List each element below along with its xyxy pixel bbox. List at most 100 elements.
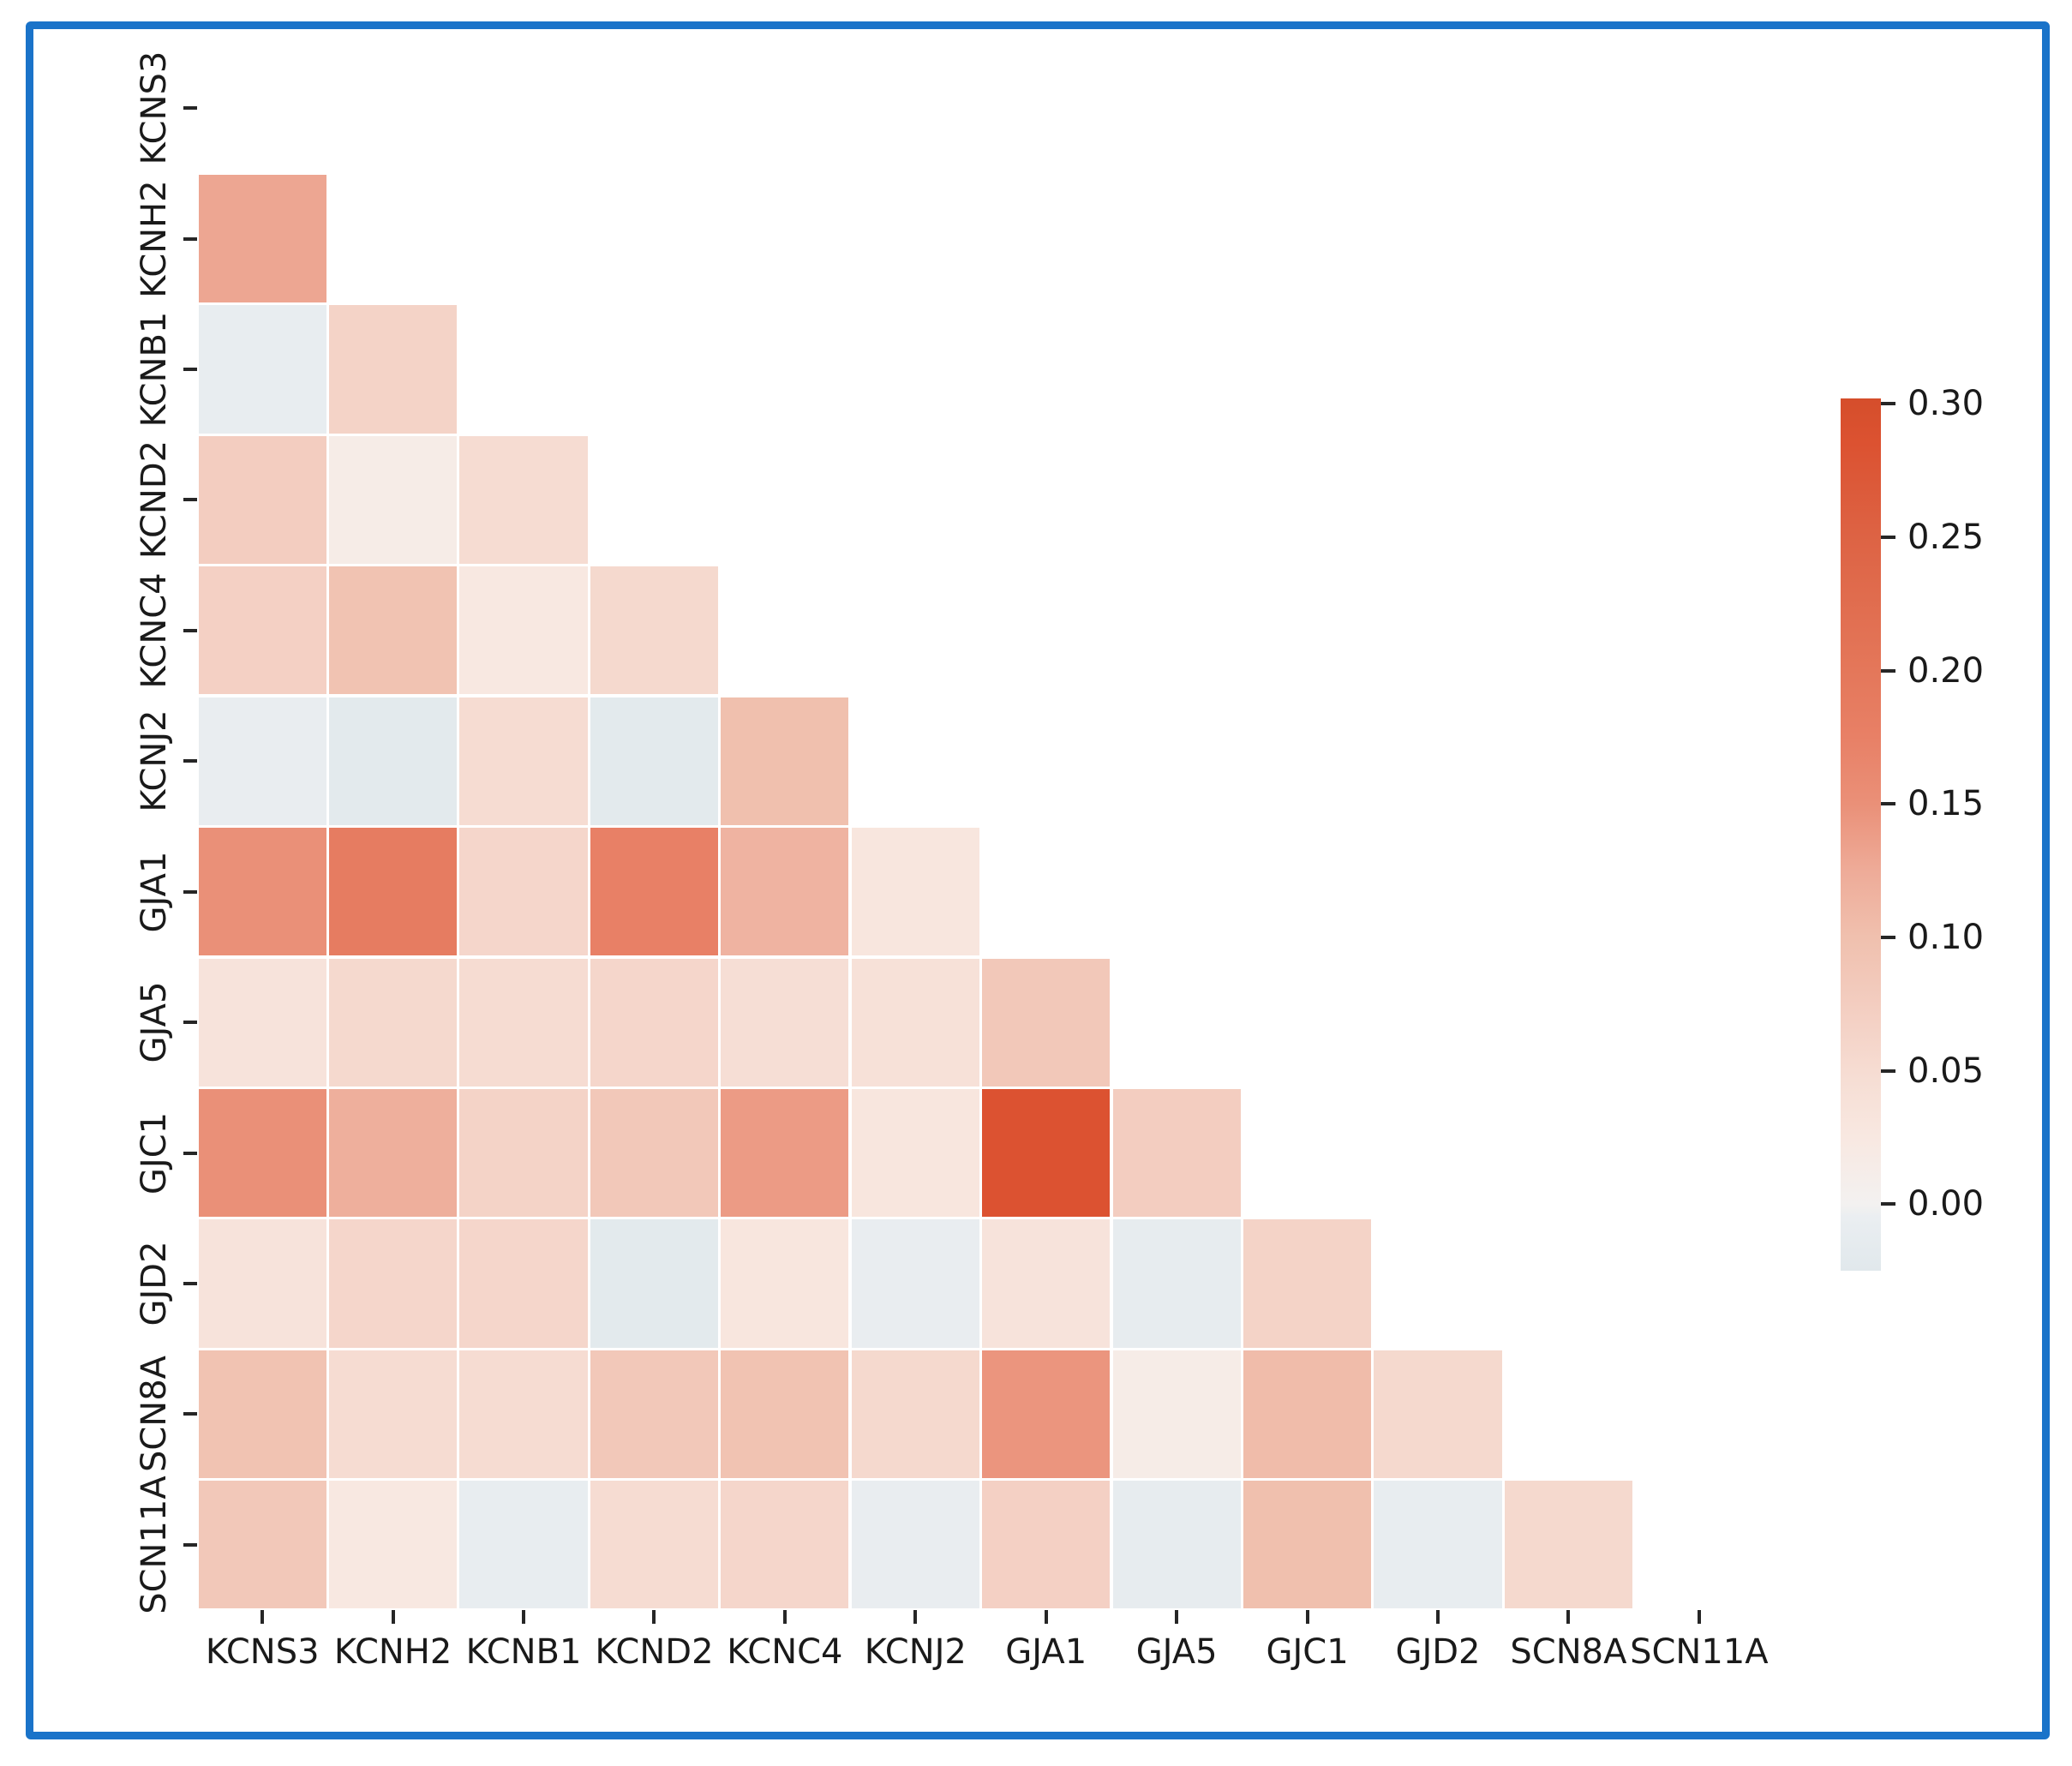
heatmap-cell-SCN11A-KCNC4 — [721, 1481, 849, 1609]
heatmap-cell-SCN11A-GJD2 — [1374, 1481, 1502, 1609]
colorbar-tick-label-0.10: 0.10 — [1907, 917, 1985, 957]
heatmap-cell-GJA1-KCNJ2 — [851, 828, 979, 956]
heatmap-cell-KCNC4-KCNH2 — [329, 566, 458, 695]
heatmap-cell-GJC1-KCND2 — [590, 1088, 719, 1218]
heatmap-cell-KCNJ2-KCNH2 — [329, 697, 458, 825]
heatmap-cell-GJA1-KCNH2 — [329, 828, 458, 956]
x-axis-label-GJD2: GJD2 — [1395, 1632, 1481, 1673]
x-axis-label-GJA5: GJA5 — [1135, 1632, 1218, 1673]
y-tick-GJA5 — [183, 1021, 197, 1025]
colorbar-tick-label-0.00: 0.00 — [1907, 1184, 1985, 1224]
y-axis-label-SCN11A: SCN11A — [135, 1476, 174, 1614]
y-axis-label-GJA1: GJA1 — [135, 851, 174, 933]
x-tick-KCNC4 — [782, 1610, 787, 1625]
heatmap-cell-GJC1-KCNB1 — [459, 1088, 588, 1218]
heatmap-cell-SCN8A-KCNC4 — [721, 1350, 849, 1479]
heatmap-cell-KCNJ2-KCNS3 — [198, 697, 326, 825]
heatmap-cell-SCN11A-GJA5 — [1112, 1481, 1241, 1609]
heatmap-cell-GJC1-GJA5 — [1112, 1088, 1241, 1218]
heatmap-cell-GJD2-KCNS3 — [198, 1219, 326, 1348]
x-tick-KCNS3 — [260, 1610, 265, 1625]
y-axis-label-GJC1: GJC1 — [135, 1111, 174, 1194]
x-tick-KCND2 — [652, 1610, 656, 1625]
x-tick-KCNH2 — [391, 1610, 395, 1625]
heatmap-cell-GJC1-GJA1 — [982, 1088, 1111, 1218]
y-axis-label-KCND2: KCND2 — [135, 440, 174, 560]
heatmap-cell-GJA5-KCNH2 — [329, 958, 458, 1087]
heatmap-cell-GJA1-KCND2 — [590, 828, 719, 956]
heatmap-cell-KCND2-KCNS3 — [198, 435, 326, 565]
heatmap-cell-GJC1-KCNH2 — [329, 1088, 458, 1218]
x-axis-label-KCND2: KCND2 — [595, 1632, 714, 1673]
y-axis-label-KCNB1: KCNB1 — [135, 311, 174, 428]
heatmap-cell-GJA1-KCNS3 — [198, 828, 326, 956]
y-axis-label-KCNS3: KCNS3 — [135, 51, 174, 165]
y-tick-GJA1 — [183, 889, 197, 894]
heatmap-cell-KCNJ2-KCNC4 — [721, 697, 849, 825]
x-tick-KCNB1 — [522, 1610, 526, 1625]
heatmap-cell-SCN11A-GJC1 — [1243, 1481, 1372, 1609]
heatmap-cell-SCN11A-KCNH2 — [329, 1481, 458, 1609]
y-tick-KCNS3 — [183, 106, 197, 111]
y-axis-label-KCNH2: KCNH2 — [135, 179, 174, 298]
y-tick-KCNH2 — [183, 236, 197, 241]
colorbar-tick-label-0.20: 0.20 — [1907, 650, 1985, 691]
heatmap-cell-KCNJ2-KCND2 — [590, 697, 719, 825]
heatmap-cell-KCNJ2-KCNB1 — [459, 697, 588, 825]
y-tick-SCN11A — [183, 1542, 197, 1547]
heatmap-cell-GJA5-KCNS3 — [198, 958, 326, 1087]
y-axis-label-KCNJ2: KCNJ2 — [135, 709, 174, 812]
x-tick-GJA5 — [1175, 1610, 1179, 1625]
x-tick-GJA1 — [1044, 1610, 1048, 1625]
heatmap-cell-SCN8A-GJA1 — [982, 1350, 1111, 1479]
y-tick-GJD2 — [183, 1281, 197, 1285]
heatmap-cell-KCNC4-KCNS3 — [198, 566, 326, 695]
x-axis-label-KCNH2: KCNH2 — [333, 1632, 452, 1673]
x-axis-label-KCNB1: KCNB1 — [465, 1632, 582, 1673]
y-tick-KCNB1 — [183, 368, 197, 372]
heatmap-cell-GJD2-GJC1 — [1243, 1219, 1372, 1348]
x-axis-label-SCN8A: SCN8A — [1510, 1632, 1627, 1673]
heatmap-cell-GJD2-GJA5 — [1112, 1219, 1241, 1348]
colorbar-tick-0.00 — [1881, 1202, 1895, 1206]
heatmap-cell-KCNB1-KCNS3 — [198, 305, 326, 434]
colorbar-tick-0.25 — [1881, 535, 1895, 539]
y-axis-label-SCN8A: SCN8A — [135, 1356, 174, 1473]
heatmap-cell-KCNH2-KCNS3 — [198, 175, 326, 303]
heatmap-cell-GJA5-KCNB1 — [459, 958, 588, 1087]
heatmap-cell-SCN8A-GJC1 — [1243, 1350, 1372, 1479]
x-tick-SCN11A — [1697, 1610, 1701, 1625]
heatmap-cell-SCN11A-KCND2 — [590, 1481, 719, 1609]
heatmap-cell-KCNC4-KCNB1 — [459, 566, 588, 695]
heatmap-cell-SCN8A-KCNB1 — [459, 1350, 588, 1479]
y-tick-KCNJ2 — [183, 759, 197, 763]
heatmap-cell-SCN11A-GJA1 — [982, 1481, 1111, 1609]
heatmap-cell-KCND2-KCNB1 — [459, 435, 588, 565]
colorbar-gradient — [1841, 398, 1881, 1271]
heatmap-cell-GJA5-KCND2 — [590, 958, 719, 1087]
x-tick-GJC1 — [1305, 1610, 1309, 1625]
colorbar-tick-0.15 — [1881, 802, 1895, 806]
heatmap-cell-SCN8A-GJD2 — [1374, 1350, 1502, 1479]
heatmap-cell-GJD2-KCNH2 — [329, 1219, 458, 1348]
heatmap-cell-GJA1-KCNB1 — [459, 828, 588, 956]
heatmap-cell-GJD2-KCND2 — [590, 1219, 719, 1348]
heatmap-cell-KCNB1-KCNH2 — [329, 305, 458, 434]
y-axis-label-GJD2: GJD2 — [135, 1241, 174, 1326]
colorbar-tick-label-0.15: 0.15 — [1907, 784, 1985, 824]
heatmap-cell-SCN11A-KCNJ2 — [851, 1481, 979, 1609]
heatmap-cell-GJA5-KCNJ2 — [851, 958, 979, 1087]
heatmap-cell-SCN11A-KCNS3 — [198, 1481, 326, 1609]
heatmap-cell-SCN8A-KCND2 — [590, 1350, 719, 1479]
heatmap-cell-GJA5-KCNC4 — [721, 958, 849, 1087]
y-tick-SCN8A — [183, 1412, 197, 1416]
y-tick-GJC1 — [183, 1151, 197, 1155]
heatmap-cell-SCN11A-KCNB1 — [459, 1481, 588, 1609]
heatmap-cell-SCN8A-KCNS3 — [198, 1350, 326, 1479]
y-axis-label-GJA5: GJA5 — [135, 981, 174, 1063]
colorbar-tick-label-0.30: 0.30 — [1907, 384, 1985, 424]
heatmap-cell-GJA1-KCNC4 — [721, 828, 849, 956]
heatmap-cell-KCNC4-KCND2 — [590, 566, 719, 695]
heatmap-cell-KCND2-KCNH2 — [329, 435, 458, 565]
